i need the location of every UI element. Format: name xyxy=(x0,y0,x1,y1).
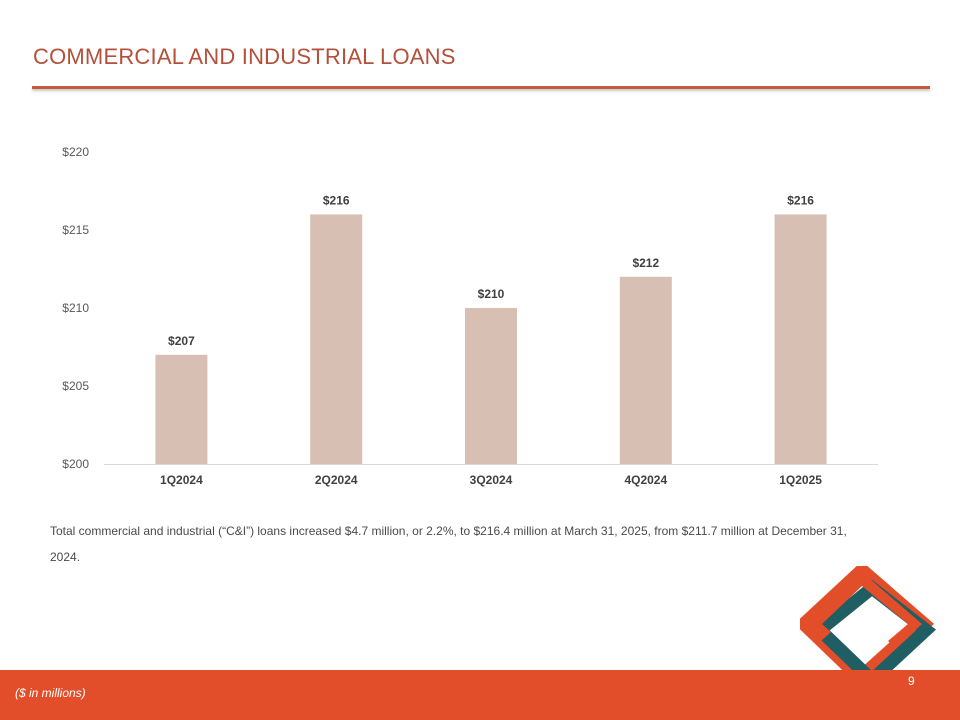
chart-footnote: Total commercial and industrial (“C&I”) … xyxy=(50,524,847,564)
y-tick-label: $220 xyxy=(62,145,89,159)
page-number: 9 xyxy=(908,674,915,688)
y-tick-label: $210 xyxy=(62,301,89,315)
slide-title: COMMERCIAL AND INDUSTRIAL LOANS xyxy=(33,44,456,69)
data-label: $207 xyxy=(168,334,195,348)
bar-3q2024 xyxy=(465,308,517,464)
y-tick-label: $215 xyxy=(62,223,89,237)
data-label: $216 xyxy=(323,193,350,207)
x-tick-label: 3Q2024 xyxy=(470,473,513,487)
bar-1q2024 xyxy=(155,354,208,464)
loans-bar-chart: $200 $205 $210 $215 $220 $207 1Q2024 $216 2Q2024… xyxy=(62,145,878,487)
data-label: $216 xyxy=(787,193,814,207)
x-tick-label: 2Q2024 xyxy=(315,473,358,487)
x-tick-label: 1Q2025 xyxy=(779,473,822,487)
bar-4q2024 xyxy=(619,276,672,464)
bar-2q2024 xyxy=(310,214,363,464)
y-tick-label: $205 xyxy=(62,379,89,393)
bar-1q2025 xyxy=(774,214,827,464)
data-label: $212 xyxy=(632,256,659,270)
units-note: ($ in millions) xyxy=(15,686,86,700)
footer-bar xyxy=(0,670,960,720)
title-divider xyxy=(32,86,930,89)
data-label: $210 xyxy=(478,287,505,301)
x-tick-label: 4Q2024 xyxy=(624,473,667,487)
x-tick-label: 1Q2024 xyxy=(160,473,203,487)
y-tick-label: $200 xyxy=(62,457,89,471)
